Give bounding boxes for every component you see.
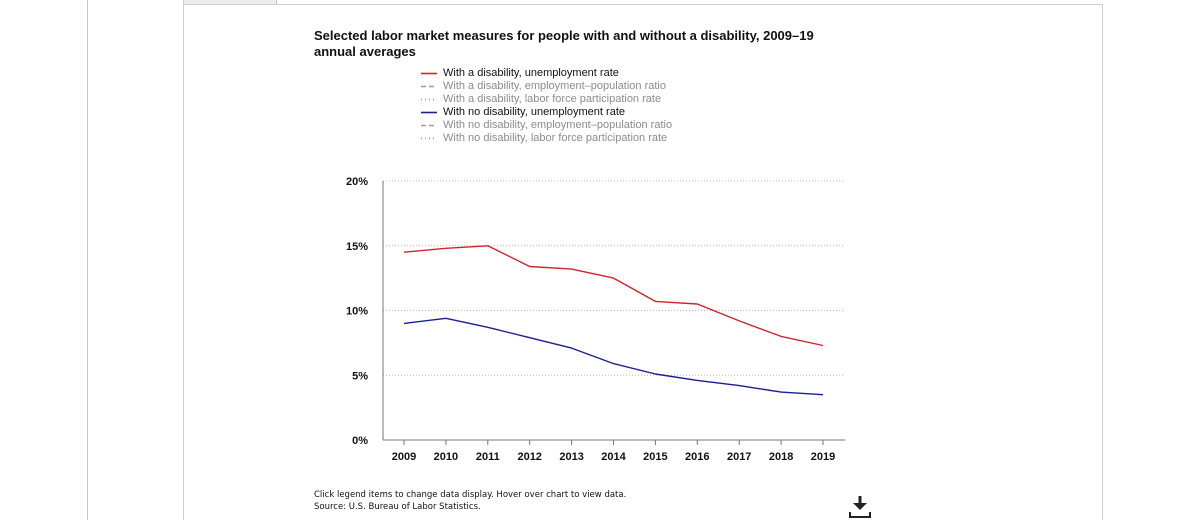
- x-tick-label: 2012: [517, 451, 541, 463]
- x-tick-label: 2015: [643, 451, 667, 463]
- legend-item-with-a-disability-unemployment-rate[interactable]: With a disability, unemployment rate: [420, 67, 672, 80]
- data-point[interactable]: [527, 263, 533, 269]
- data-point[interactable]: [778, 333, 784, 339]
- x-tick-label: 2018: [769, 451, 793, 463]
- legend-item-with-a-disability-labor-force-participation-rate[interactable]: With a disability, labor force participa…: [420, 93, 672, 106]
- x-tick-label: 2011: [476, 451, 500, 463]
- y-tick-label: 5%: [352, 370, 368, 382]
- download-icon: [849, 496, 871, 518]
- legend-swatch: [421, 124, 437, 127]
- series-lines: [401, 243, 826, 398]
- data-point[interactable]: [778, 389, 784, 395]
- series-line-with-a-disability-unemployment-rate[interactable]: [403, 245, 824, 347]
- series-line-with-no-disability-unemployment-rate[interactable]: [403, 317, 824, 396]
- data-point[interactable]: [611, 275, 617, 281]
- chart-title: Selected labor market measures for peopl…: [314, 28, 814, 59]
- data-point[interactable]: [569, 345, 575, 351]
- data-point[interactable]: [569, 266, 575, 272]
- data-point[interactable]: [736, 318, 742, 324]
- x-tick-label: 2010: [434, 451, 458, 463]
- data-point[interactable]: [820, 342, 826, 348]
- data-point[interactable]: [485, 243, 491, 249]
- legend-item-with-a-disability-employment-population-ratio[interactable]: With a disability, employment–population…: [420, 80, 672, 93]
- x-tick-label: 2017: [727, 451, 751, 463]
- legend-swatch: [421, 85, 437, 88]
- legend-label: With a disability, unemployment rate: [443, 67, 619, 79]
- data-point[interactable]: [401, 320, 407, 326]
- data-point[interactable]: [485, 324, 491, 330]
- data-point[interactable]: [652, 371, 658, 377]
- legend-label: With a disability, employment–population…: [443, 80, 666, 92]
- y-tick-label: 20%: [346, 176, 368, 188]
- x-tick-label: 2016: [685, 451, 709, 463]
- footnote-instructions: Click legend items to change data displa…: [314, 490, 627, 500]
- data-point[interactable]: [736, 383, 742, 389]
- legend-item-with-no-disability-unemployment-rate[interactable]: With no disability, unemployment rate: [420, 106, 672, 119]
- legend-label: With no disability, labor force particip…: [443, 132, 668, 144]
- data-point[interactable]: [401, 249, 407, 255]
- footnote-source: Source: U.S. Bureau of Labor Statistics.: [314, 502, 481, 512]
- data-point[interactable]: [443, 245, 449, 251]
- data-point[interactable]: [820, 392, 826, 398]
- legend-swatch: [421, 137, 437, 140]
- legend-label: With no disability, employment–populatio…: [443, 119, 673, 131]
- legend-item-with-no-disability-employment-population-ratio[interactable]: With no disability, employment–populatio…: [420, 119, 672, 132]
- data-point[interactable]: [694, 301, 700, 307]
- legend-swatch: [421, 111, 437, 114]
- tick-labels: 0% 5% 10% 15% 20% 2009 2010 2011 2012 2013 2014 201…: [346, 176, 835, 463]
- y-tick-label: 0%: [352, 435, 368, 447]
- data-point[interactable]: [652, 298, 658, 304]
- x-tick-label: 2009: [392, 451, 416, 463]
- download-button[interactable]: [846, 494, 874, 520]
- legend-swatch: [421, 98, 437, 101]
- data-point[interactable]: [694, 377, 700, 383]
- x-tick-label: 2014: [601, 451, 626, 463]
- x-tick-label: 2013: [559, 451, 583, 463]
- data-point[interactable]: [443, 315, 449, 321]
- data-point[interactable]: [527, 335, 533, 341]
- legend-label: With a disability, labor force participa…: [443, 93, 662, 105]
- legend-swatch: [421, 72, 437, 75]
- x-tick-label: 2019: [811, 451, 835, 463]
- chart-legend: With a disability, unemployment rate With…: [420, 67, 672, 145]
- chart-panel: [183, 4, 1103, 520]
- legend-label: With no disability, unemployment rate: [443, 106, 625, 118]
- axes: [382, 181, 845, 445]
- legend-item-with-no-disability-labor-force-participation-rate[interactable]: With no disability, labor force particip…: [420, 132, 672, 145]
- y-tick-label: 15%: [346, 241, 368, 253]
- chart-footnote: Click legend items to change data displa…: [314, 489, 626, 513]
- grid-lines: [383, 180, 845, 376]
- frame-divider: [87, 0, 88, 520]
- y-tick-label: 10%: [346, 306, 368, 318]
- data-point[interactable]: [611, 361, 617, 367]
